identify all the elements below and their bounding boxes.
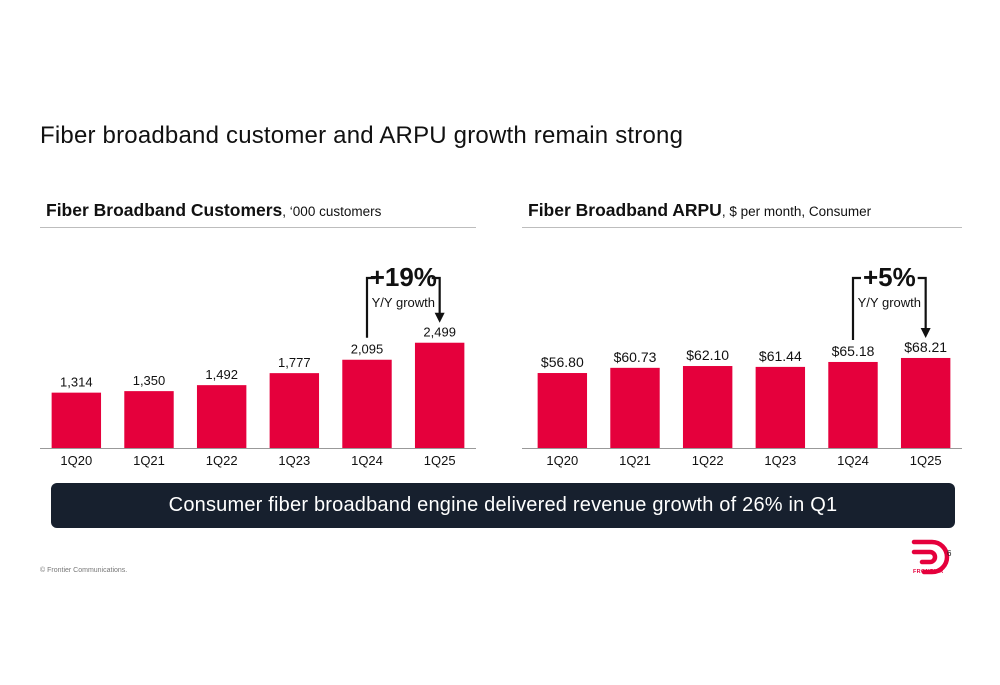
data-label-1Q20: 1,314 [60, 375, 93, 390]
growth-label: Y/Y growth [858, 295, 921, 310]
customers-chart-title-bold: Fiber Broadband Customers [46, 200, 283, 220]
copyright-notice: © Frontier Communications. [40, 567, 128, 574]
data-label-1Q21: 1,350 [133, 373, 166, 388]
customers-bar-chart: 1,314 1Q20 1,350 1Q21 1,492 1Q22 1,777 1Q23 2,09… [40, 262, 476, 468]
data-label-1Q25: $68.21 [904, 339, 947, 355]
bar-1Q20 [537, 373, 588, 448]
data-label-1Q21: $60.73 [614, 349, 657, 365]
category-label-1Q23: 1Q23 [764, 453, 796, 468]
data-label-1Q24: $65.18 [832, 343, 875, 359]
slide-title: Fiber broadband customer and ARPU growth… [40, 122, 684, 149]
data-label-1Q23: 1,777 [278, 355, 311, 370]
category-label-1Q21: 1Q21 [133, 453, 165, 468]
bar-1Q23 [269, 373, 320, 448]
arpu-chart-title: Fiber Broadband ARPU, $ per month, Consu… [522, 200, 962, 228]
arpu-chart-title-bold: Fiber Broadband ARPU [528, 200, 722, 220]
growth-value: +19% [370, 262, 437, 292]
growth-label: Y/Y growth [372, 295, 435, 310]
category-label-1Q25: 1Q25 [424, 453, 456, 468]
data-label-1Q25: 2,499 [423, 325, 456, 340]
data-label-1Q20: $56.80 [541, 354, 584, 370]
summary-banner-text: Consumer fiber broadband engine delivere… [168, 494, 838, 516]
bar-1Q22 [682, 366, 733, 448]
category-label-1Q23: 1Q23 [278, 453, 310, 468]
bar-1Q20 [51, 392, 102, 448]
category-label-1Q21: 1Q21 [619, 453, 651, 468]
bar-1Q22 [196, 385, 247, 448]
category-label-1Q20: 1Q20 [546, 453, 578, 468]
growth-bracket-right [917, 276, 927, 330]
bar-1Q24 [342, 359, 392, 448]
category-label-1Q22: 1Q22 [206, 453, 238, 468]
bar-1Q24 [828, 361, 878, 448]
category-label-1Q24: 1Q24 [351, 453, 383, 468]
bar-1Q25 [414, 342, 465, 448]
bar-1Q21 [610, 367, 660, 448]
category-label-1Q24: 1Q24 [837, 453, 869, 468]
category-label-1Q25: 1Q25 [910, 453, 942, 468]
arpu-chart-title-unit: , $ per month, Consumer [721, 204, 872, 219]
customers-chart-title: Fiber Broadband Customers, ‘000 customer… [40, 200, 476, 228]
data-label-1Q22: $62.10 [686, 347, 729, 363]
summary-banner: Consumer fiber broadband engine delivere… [51, 483, 955, 528]
data-label-1Q22: 1,492 [205, 367, 238, 382]
category-label-1Q20: 1Q20 [60, 453, 92, 468]
growth-bracket-left [851, 276, 861, 340]
bar-1Q23 [755, 366, 806, 448]
data-label-1Q23: $61.44 [759, 348, 802, 364]
category-label-1Q22: 1Q22 [692, 453, 724, 468]
growth-bracket-left [365, 276, 375, 338]
growth-bracket-right [431, 276, 441, 315]
growth-arrow-head [920, 327, 931, 338]
customers-chart-title-unit: , ‘000 customers [282, 204, 382, 219]
data-label-1Q24: 2,095 [351, 342, 384, 357]
growth-arrow-head [434, 312, 445, 323]
page-number: 6 [947, 549, 952, 558]
bar-1Q25 [900, 357, 951, 448]
bar-1Q21 [124, 391, 174, 448]
growth-value: +5% [863, 262, 916, 292]
frontier-logo-icon [911, 539, 950, 575]
arpu-bar-chart: $56.80 1Q20 $60.73 1Q21 $62.10 1Q22 $61.44 1Q23… [522, 262, 962, 468]
logo-wordmark: FRONTIER [913, 569, 944, 575]
